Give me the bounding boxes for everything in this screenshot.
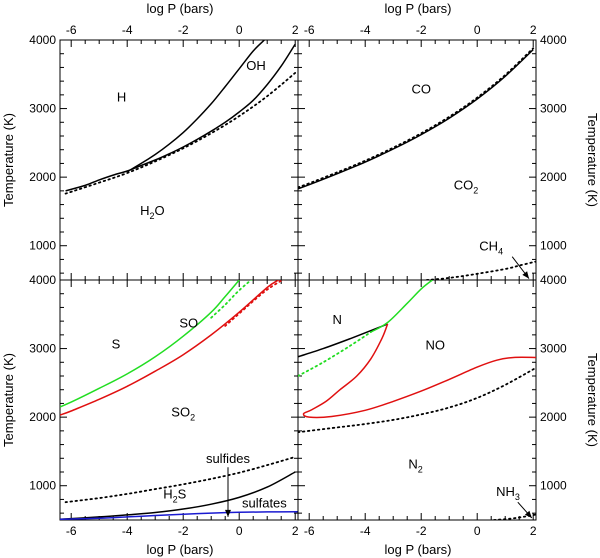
x-tick-label: 0: [236, 524, 243, 538]
x-tick-label: -2: [416, 23, 427, 37]
panel-bottom-left: -6 -4 -2 0 2 1000 2000 3000 4000 S SO SO2 sulfides H2…: [29, 273, 299, 538]
x-tick-label: 2: [292, 524, 299, 538]
region-label: sulfates: [242, 496, 287, 511]
panel-series: [298, 47, 536, 280]
y-tick-label: 2000: [29, 170, 56, 184]
series-line: [425, 260, 536, 280]
region-label: NO: [425, 337, 445, 352]
y-axis-title-right: Temperature (K): [585, 353, 600, 447]
series-line: [60, 280, 279, 416]
series-line: [60, 511, 298, 520]
panel-series: [60, 280, 298, 520]
y-axis-title-left: Temperature (K): [1, 353, 16, 447]
y-tick-label: 4000: [540, 273, 567, 287]
x-tick-label: -6: [304, 524, 315, 538]
panel-series: [298, 280, 536, 520]
region-label: S: [112, 337, 121, 352]
region-label: CO: [411, 81, 431, 96]
region-label: H: [117, 90, 126, 105]
y-tick-label: 3000: [29, 342, 56, 356]
series-line: [298, 366, 536, 434]
y-axis-title-right: Temperature (K): [585, 113, 600, 207]
series-line: [302, 323, 536, 419]
x-tick-label: 0: [236, 23, 243, 37]
y-tick-label: 4000: [29, 273, 56, 287]
x-tick-label: -4: [122, 23, 133, 37]
series-line: [210, 280, 253, 319]
panel-top-left: -6 -4 -2 0 2 1000 2000 3000 4000 H OH H2O: [29, 23, 299, 281]
region-label: N2: [408, 457, 422, 475]
series-line: [65, 43, 296, 192]
panel-frame: [297, 279, 537, 521]
region-label: CO2: [454, 177, 479, 195]
x-tick-label: -2: [178, 23, 189, 37]
y-tick-label: 3000: [540, 102, 567, 116]
x-axis-title-bottom: log P (bars): [385, 542, 452, 557]
series-line: [298, 331, 372, 377]
region-label: H2S: [163, 487, 186, 505]
series-line: [298, 49, 534, 190]
x-tick-label: -6: [66, 524, 77, 538]
x-tick-label: -2: [178, 524, 189, 538]
arrow-head: [522, 271, 529, 279]
y-tick-label: 2000: [29, 410, 56, 424]
x-tick-label: 0: [474, 23, 481, 37]
x-tick-label: 2: [530, 524, 537, 538]
series-line: [64, 72, 297, 195]
y-tick-label: 1000: [29, 479, 56, 493]
x-tick-label: -2: [416, 524, 427, 538]
y-axis-title-left: Temperature (K): [1, 113, 16, 207]
x-tick-label: -4: [360, 23, 371, 37]
plot-area: -6 -4 -2 0 2 1000 2000 3000 4000 H OH H2O -6 -4 -2 0 2 10…: [29, 23, 567, 538]
x-axis-title-top: log P (bars): [147, 1, 214, 16]
y-tick-label: 2000: [540, 410, 567, 424]
y-tick-label: 3000: [29, 102, 56, 116]
x-tick-label: -6: [304, 23, 315, 37]
region-label: CH4: [479, 239, 503, 257]
region-label: H2O: [140, 203, 165, 221]
region-label: SO: [179, 315, 198, 330]
region-label: N: [333, 312, 342, 327]
x-tick-label: -6: [66, 23, 77, 37]
series-line: [370, 280, 433, 333]
series-line: [60, 280, 240, 408]
arrow-head: [225, 509, 231, 517]
series-line: [224, 280, 285, 327]
series-line: [60, 471, 296, 520]
series-line: [64, 456, 297, 504]
region-label: OH: [246, 58, 266, 73]
x-tick-label: -4: [122, 524, 133, 538]
series-line: [126, 40, 265, 173]
region-label: NH3: [496, 484, 520, 502]
panel-bottom-right: -6 -4 -2 0 2 1000 2000 3000 4000 N NO N2 NH3: [297, 273, 567, 538]
panel-top-right: -6 -4 -2 0 2 1000 2000 3000 4000 CO CO2 CH4: [297, 23, 567, 281]
y-tick-label: 4000: [540, 33, 567, 47]
x-axis-title-bottom: log P (bars): [147, 542, 214, 557]
x-axis-title-top: log P (bars): [385, 1, 452, 16]
y-tick-label: 3000: [540, 342, 567, 356]
y-tick-label: 2000: [540, 170, 567, 184]
panel-frame: [59, 39, 299, 281]
series-line: [298, 47, 535, 189]
y-tick-label: 1000: [29, 239, 56, 253]
panel-series: [64, 40, 297, 195]
x-tick-label: 0: [474, 524, 481, 538]
region-label: SO2: [171, 404, 195, 422]
x-tick-label: 2: [530, 23, 537, 37]
y-tick-label: 4000: [29, 33, 56, 47]
y-tick-label: 1000: [540, 479, 567, 493]
y-tick-label: 1000: [540, 239, 567, 253]
arrow-head: [524, 510, 532, 518]
x-tick-label: 2: [292, 23, 299, 37]
series-line: [298, 323, 388, 358]
x-tick-label: -4: [360, 524, 371, 538]
panel-frame: [297, 39, 537, 281]
region-label: sulfides: [206, 451, 251, 466]
